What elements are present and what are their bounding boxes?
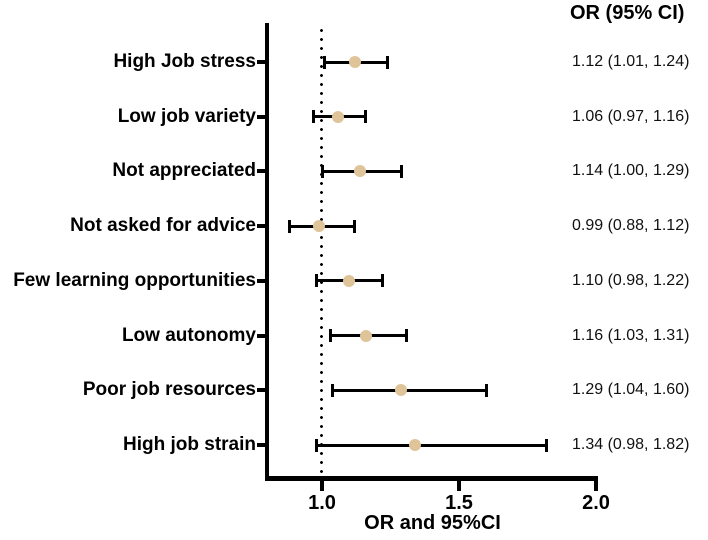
or-value: 0.99 (0.88, 1.12) xyxy=(572,217,690,235)
ci-cap-left xyxy=(287,219,291,233)
y-tick xyxy=(257,224,266,229)
or-column-header: OR (95% CI) xyxy=(570,2,685,24)
x-tick-label: 1.5 xyxy=(445,492,473,514)
category-label: Poor job resources xyxy=(82,379,256,401)
ci-cap-right xyxy=(405,329,409,343)
or-marker xyxy=(359,329,372,342)
y-tick xyxy=(257,60,266,64)
ci-cap-right xyxy=(386,55,390,69)
or-value: 1.34 (0.98, 1.82) xyxy=(572,436,690,453)
or-marker xyxy=(343,274,356,287)
y-tick xyxy=(257,169,266,174)
or-marker xyxy=(332,110,345,123)
ci-cap-left xyxy=(328,329,332,343)
x-tick-label: 2.0 xyxy=(582,492,610,514)
or-marker xyxy=(348,56,361,68)
category-label: Not appreciated xyxy=(112,160,256,182)
ci-cap-left xyxy=(323,55,327,69)
y-axis-line xyxy=(265,23,269,481)
category-label: Not asked for advice xyxy=(70,215,256,237)
y-tick xyxy=(257,333,266,338)
ci-cap-left xyxy=(331,383,335,397)
category-label: High job strain xyxy=(123,434,256,455)
x-tick xyxy=(320,481,324,491)
ci-cap-right xyxy=(545,438,549,452)
category-label: High Job stress xyxy=(113,51,256,72)
y-tick xyxy=(257,114,266,119)
ci-cap-left xyxy=(315,274,319,288)
or-value: 1.16 (1.03, 1.31) xyxy=(572,326,690,344)
reference-line-dotted xyxy=(320,26,323,476)
ci-cap-left xyxy=(312,110,316,124)
ci-line xyxy=(332,388,487,392)
x-tick-label: 1.0 xyxy=(308,492,336,514)
ci-cap-left xyxy=(320,164,324,178)
category-label: Few learning opportunities xyxy=(13,269,256,291)
or-value: 1.06 (0.97, 1.16) xyxy=(572,107,690,125)
or-marker xyxy=(409,439,422,451)
ci-cap-right xyxy=(364,110,368,124)
or-value: 1.12 (1.01, 1.24) xyxy=(572,53,690,70)
ci-cap-left xyxy=(315,438,319,452)
or-marker xyxy=(313,220,326,233)
y-tick xyxy=(257,388,266,393)
ci-cap-right xyxy=(380,274,384,288)
category-label: Low job variety xyxy=(117,105,256,127)
ci-line xyxy=(316,443,547,447)
x-tick xyxy=(457,481,461,491)
or-value: 1.10 (0.98, 1.22) xyxy=(572,271,690,289)
x-axis-line xyxy=(265,476,598,481)
or-marker xyxy=(395,384,408,397)
or-marker xyxy=(354,165,367,178)
category-label: Low autonomy xyxy=(121,324,256,346)
y-tick xyxy=(257,443,266,447)
x-axis-title: OR and 95%CI xyxy=(364,512,501,534)
ci-cap-right xyxy=(484,383,488,397)
ci-cap-right xyxy=(399,164,403,178)
y-tick xyxy=(257,278,266,283)
or-value: 1.29 (1.04, 1.60) xyxy=(572,381,690,399)
ci-cap-right xyxy=(353,219,357,233)
x-tick xyxy=(594,481,598,491)
or-value: 1.14 (1.00, 1.29) xyxy=(572,162,690,180)
